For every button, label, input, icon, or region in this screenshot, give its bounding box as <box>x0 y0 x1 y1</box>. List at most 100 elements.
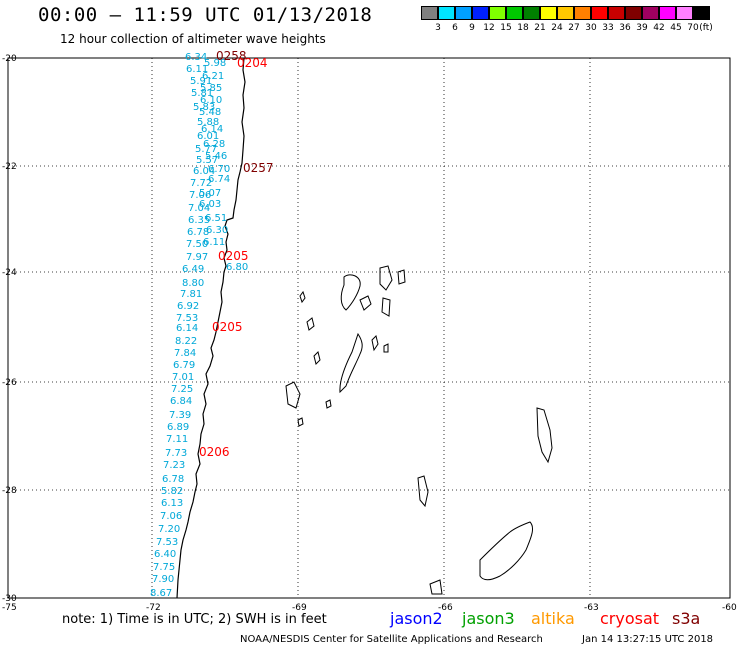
swh-label: 5.98 <box>204 58 226 69</box>
swh-label: 6.79 <box>173 360 195 371</box>
swh-label: 5.77 <box>195 144 217 155</box>
swh-label: 7.72 <box>190 178 212 189</box>
legend-swatch <box>523 6 540 20</box>
legend-label: 39 <box>636 23 648 33</box>
color-scale-labels: 3 6 9 12 15 18 21 24 27 30 33 36 39 42 45 70 (ft) <box>421 23 740 37</box>
map-subtitle: 12 hour collection of altimeter wave hei… <box>60 32 326 46</box>
swh-label: 6.89 <box>167 422 189 433</box>
lat-lon-grid <box>8 58 730 598</box>
legend-swatch <box>455 6 472 20</box>
legend-label: 18 <box>517 23 529 33</box>
swh-label: 6.03 <box>199 199 221 210</box>
legend-swatch <box>693 6 710 20</box>
swh-label: 5.07 <box>199 188 221 199</box>
swh-label: 6.21 <box>202 71 224 82</box>
swh-label: 6.78 <box>187 227 209 238</box>
swh-label: 6.34 <box>185 52 207 63</box>
swh-label: 7.25 <box>171 384 193 395</box>
legend-label: 36 <box>619 23 631 33</box>
legend-swatch <box>659 6 676 20</box>
map-frame <box>7 57 731 599</box>
legend-swatch <box>557 6 574 20</box>
swh-label-group: 6.346.115.986.215.915.855.816.105.835.48… <box>150 52 230 599</box>
swh-label: 6.92 <box>177 301 199 312</box>
legend-swatch <box>625 6 642 20</box>
swh-label: 5.82 <box>161 486 183 497</box>
satellite-name: altika <box>531 609 575 628</box>
swh-label: 8.80 <box>182 278 204 289</box>
swh-label: 5.81 <box>191 88 213 99</box>
credit-line: NOAA/NESDIS Center for Satellite Applica… <box>240 634 543 645</box>
legend-label: 24 <box>551 23 563 33</box>
swh-label: 6.35 <box>188 215 210 226</box>
satellite-name: s3a <box>672 609 701 628</box>
legend-swatch <box>540 6 557 20</box>
swh-label: 6.11 <box>203 237 225 248</box>
lat-tick-label: -30 <box>2 594 17 604</box>
legend-swatch <box>574 6 591 20</box>
legend-label: 12 <box>483 23 495 33</box>
swh-label: 7.81 <box>180 289 202 300</box>
legend-swatch <box>421 6 438 20</box>
swh-label: 6.84 <box>170 396 192 407</box>
pass-time-label: 0258 <box>216 49 247 63</box>
pass-time-label: 0205 <box>218 249 249 263</box>
satellite-name: jason3 <box>462 609 515 628</box>
swh-label: 7.53 <box>156 537 178 548</box>
legend-label: 3 <box>435 23 441 33</box>
lat-tick-label: -22 <box>2 162 17 172</box>
swh-label: 5.48 <box>199 107 221 118</box>
swh-label: 5.85 <box>200 83 222 94</box>
lat-tick-label: -20 <box>2 54 17 64</box>
pass-time-label: 0206 <box>199 445 230 459</box>
swh-label: 7.23 <box>163 460 185 471</box>
legend-label: 45 <box>670 23 682 33</box>
legend-swatch <box>438 6 455 20</box>
swh-label: 7.06 <box>189 190 211 201</box>
swh-label: 8.67 <box>150 588 172 599</box>
legend-label: 27 <box>568 23 580 33</box>
lat-tick-label: -26 <box>2 378 17 388</box>
legend-swatch <box>642 6 659 20</box>
generated-timestamp: Jan 14 13:27:15 UTC 2018 <box>582 634 714 645</box>
swh-label: 6.74 <box>208 174 230 185</box>
legend-label: 33 <box>602 23 614 33</box>
swh-label: 6.10 <box>200 95 222 106</box>
islands <box>285 265 553 595</box>
swh-label: 6.28 <box>203 139 225 150</box>
legend-label: 6 <box>452 23 458 33</box>
legend-swatch <box>591 6 608 20</box>
swh-label: 6.40 <box>154 549 176 560</box>
lon-tick-label: -66 <box>438 603 453 613</box>
swh-label: 7.73 <box>165 448 187 459</box>
color-scale-legend <box>421 6 710 20</box>
legend-label: 21 <box>534 23 546 33</box>
swh-label: 6.11 <box>186 64 208 75</box>
swh-label: 7.50 <box>186 239 208 250</box>
swh-label: 5.88 <box>197 117 219 128</box>
footer-note: note: 1) Time is in UTC; 2) SWH is in fe… <box>62 612 327 627</box>
swh-label: 7.01 <box>172 372 194 383</box>
lat-tick-label: -24 <box>2 268 17 278</box>
lon-tick-label: -72 <box>146 603 161 613</box>
swh-label: 5.91 <box>190 76 212 87</box>
swh-label: 6.30 <box>206 225 228 236</box>
coastline <box>176 57 246 599</box>
swh-label: 7.04 <box>188 203 210 214</box>
swh-label: 6.01 <box>197 131 219 142</box>
map-title: 00:00 – 11:59 UTC 01/13/2018 <box>38 4 373 26</box>
swh-label: 6.70 <box>208 164 230 175</box>
legend-label: (ft) <box>699 23 713 33</box>
swh-label: 8.22 <box>175 336 197 347</box>
swh-label: 6.14 <box>176 323 198 334</box>
axis-tick-labels: -20 -22 -24 -26 -28 -30-75 -72 -69 -66 -63 -60 <box>2 54 737 613</box>
lon-tick-label: -60 <box>722 603 737 613</box>
legend-swatch <box>676 6 693 20</box>
satellite-name: jason2 <box>390 609 443 628</box>
legend-swatch <box>489 6 506 20</box>
legend-label: 15 <box>500 23 512 33</box>
swh-label: 5.83 <box>193 102 215 113</box>
swh-label: 6.51 <box>205 213 227 224</box>
